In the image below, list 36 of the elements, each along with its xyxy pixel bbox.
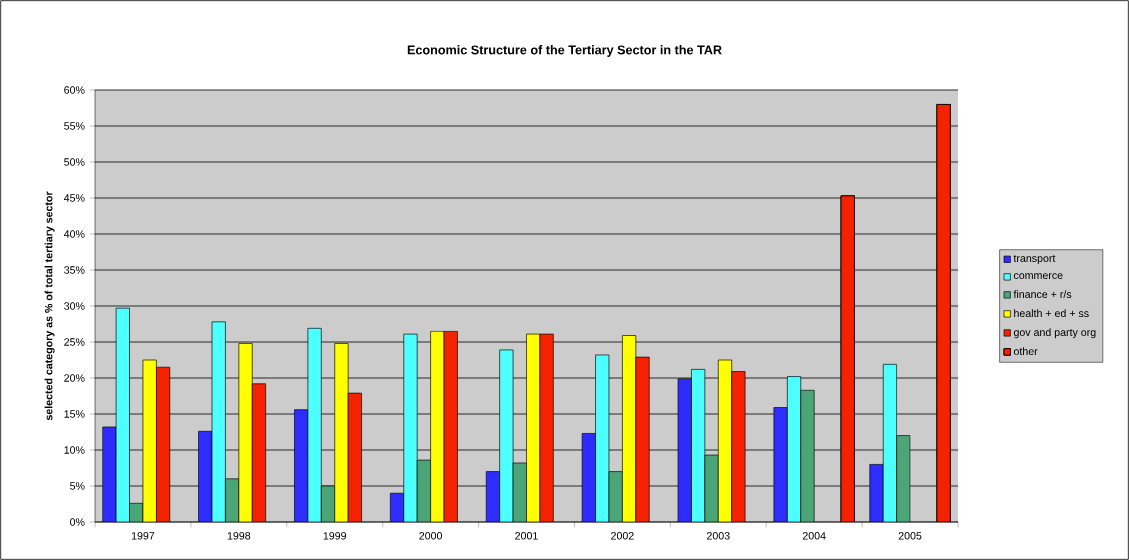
x-tick-label: 2004 [802,532,826,540]
y-tick-label: 40% [63,230,85,238]
bar [800,390,815,522]
x-tick-label: 2005 [898,532,922,540]
chart-title: Economic Structure of the Tertiary Sector in the TAR [407,45,722,57]
y-tick-label: 45% [63,194,85,202]
bar [403,334,418,522]
y-axis-title: selected category as % of total tertiary sector [44,191,55,421]
x-tick-label: 1997 [131,532,155,540]
bar [635,357,650,522]
legend-label: commerce [1013,273,1063,280]
legend-label: finance + r/s [1013,290,1072,299]
bar [869,464,884,522]
x-tick-label: 2000 [419,532,443,540]
legend-label: gov and party org [1013,328,1096,339]
y-tick-label: 0% [70,518,85,526]
x-tick-label: 2001 [515,532,538,540]
y-tick-label: 35% [64,266,85,274]
y-tick-label: 10% [64,446,85,454]
y-tick-label: 50% [64,158,85,166]
y-tick-label: 20% [64,374,85,382]
y-tick-label: 25% [64,338,85,346]
x-tick-label: 1999 [323,532,347,540]
bar [238,343,253,522]
y-tick-label: 15% [64,410,85,418]
legend-label: other [1013,347,1038,356]
y-tick-label: 55% [64,122,85,130]
bar [334,343,349,522]
x-tick-label: 2003 [707,532,730,540]
x-tick-label: 1998 [227,532,251,540]
y-tick-label: 60% [64,86,85,94]
x-tick-label: 2002 [611,532,634,540]
y-tick-label: 5% [70,482,85,490]
legend-label: health + ed + ss [1014,309,1089,318]
y-tick-label: 30% [64,302,85,310]
legend-label: transport [1013,255,1056,265]
